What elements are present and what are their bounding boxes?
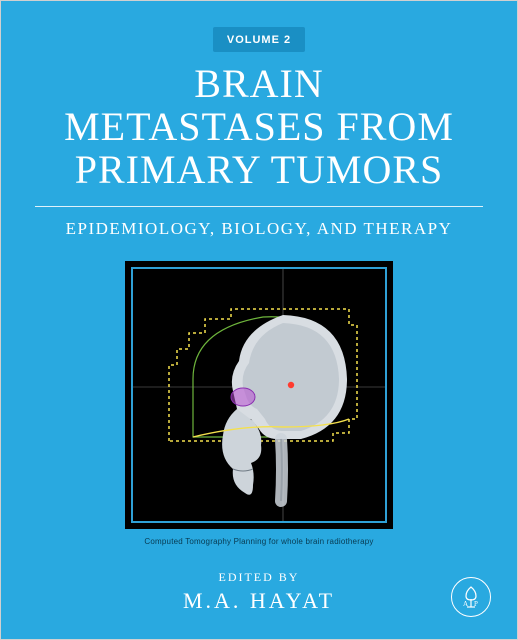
volume-badge: VOLUME 2 (213, 27, 305, 52)
title-line-2: METASTASES FROM (64, 104, 454, 149)
title-line-1: BRAIN (194, 61, 323, 106)
book-cover: VOLUME 2 BRAIN METASTASES FROM PRIMARY T… (1, 1, 517, 639)
horizontal-rule (35, 206, 483, 207)
main-title: BRAIN METASTASES FROM PRIMARY TUMORS (35, 62, 483, 192)
subtitle: EPIDEMIOLOGY, BIOLOGY, AND THERAPY (35, 219, 483, 239)
publisher-logo: A P (451, 577, 491, 617)
figure-caption: Computed Tomography Planning for whole b… (144, 537, 373, 546)
figure-inner (131, 267, 387, 523)
ct-scan-illustration (133, 269, 385, 521)
title-block: BRAIN METASTASES FROM PRIMARY TUMORS EPI… (35, 62, 483, 261)
figure-frame (125, 261, 393, 529)
title-line-3: PRIMARY TUMORS (75, 147, 444, 192)
editor-name: M.A. HAYAT (183, 588, 335, 614)
svg-text:P: P (474, 600, 478, 608)
edited-by-label: EDITED BY (183, 570, 335, 585)
svg-text:A: A (463, 600, 468, 608)
tree-icon: A P (459, 585, 483, 609)
editor-block: EDITED BY M.A. HAYAT (183, 570, 335, 614)
